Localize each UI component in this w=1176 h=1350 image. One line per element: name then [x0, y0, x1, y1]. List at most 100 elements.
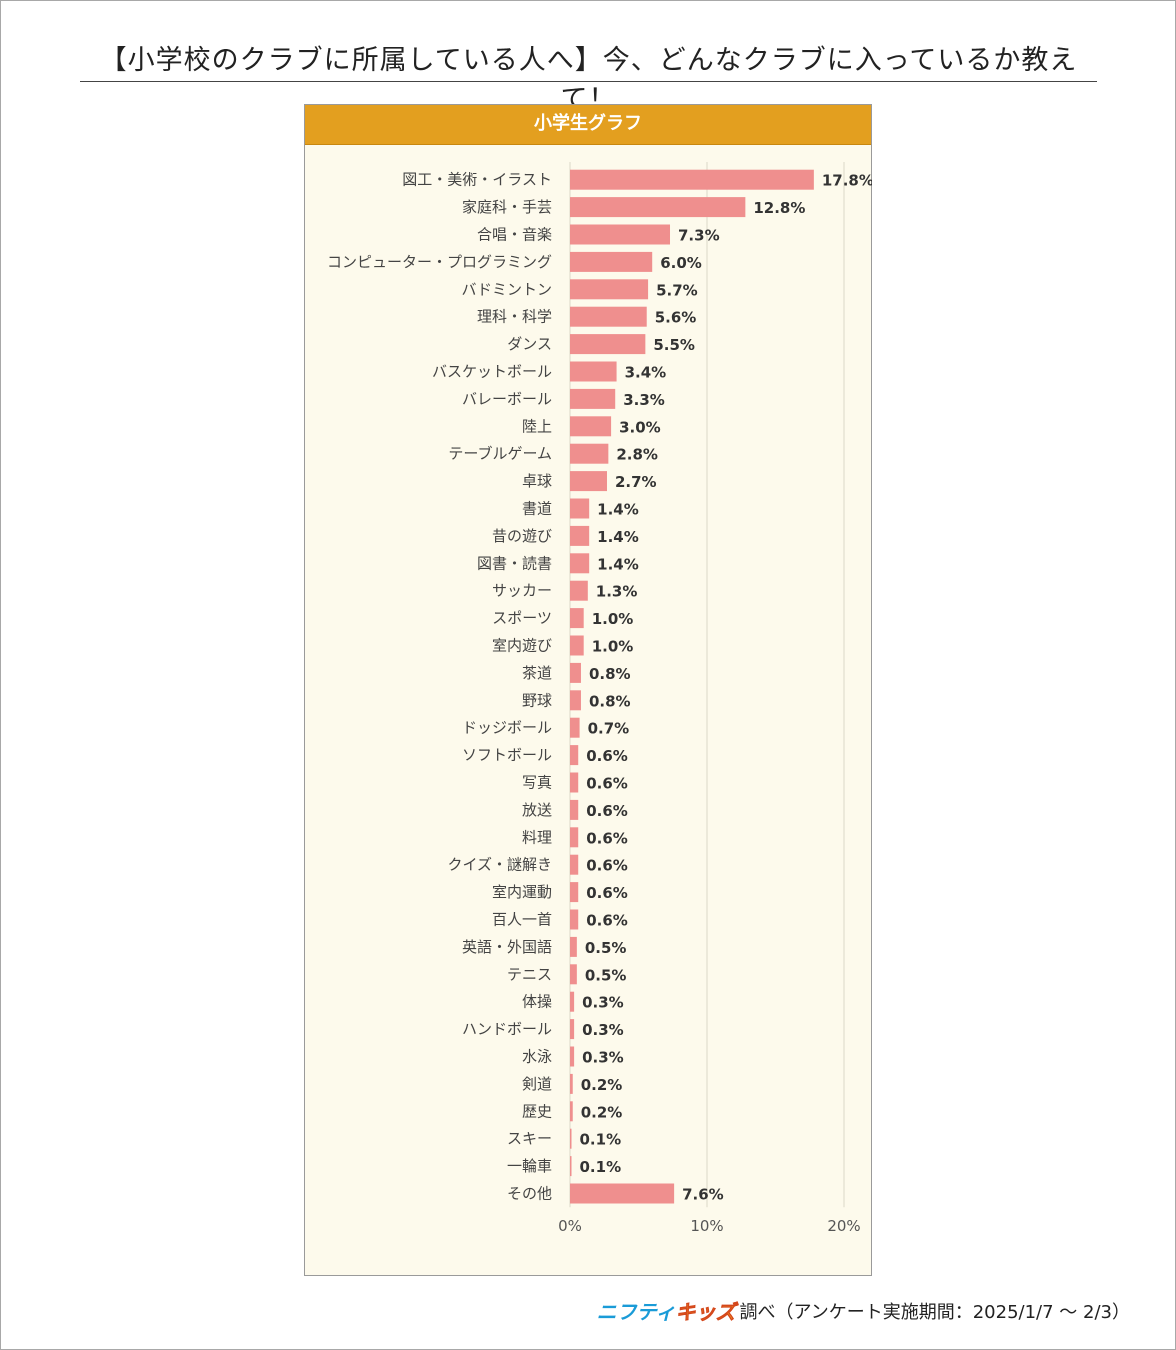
bar [570, 745, 579, 766]
category-label: バドミントン [462, 280, 552, 298]
data-label: 1.4% [597, 501, 639, 519]
data-label: 0.6% [586, 829, 628, 847]
bar [570, 662, 581, 683]
category-label: 体操 [522, 993, 552, 1011]
category-label: 歴史 [522, 1102, 552, 1120]
category-label: 図書・読書 [477, 554, 552, 572]
bar [570, 251, 653, 272]
bar-chart: 0% 10% 20% 図工・美術・イラスト 17.8% 家庭科・手芸 12.8% 合唱・音楽 7… [327, 162, 872, 1235]
bar [570, 772, 579, 793]
data-label: 0.6% [586, 775, 628, 793]
category-label: 陸上 [522, 417, 552, 435]
bar [570, 799, 579, 820]
data-label: 1.0% [592, 638, 634, 656]
category-label: 室内運動 [492, 883, 552, 901]
brand-name-part2: キッズ [675, 1300, 736, 1325]
bar [570, 388, 616, 409]
data-label: 1.4% [597, 528, 639, 546]
bar [570, 608, 584, 629]
category-label: ハンドボール [462, 1020, 552, 1038]
category-label: 一輪車 [507, 1157, 552, 1175]
category-label: 卓球 [522, 472, 552, 490]
bar [570, 1128, 572, 1149]
bar [570, 690, 581, 711]
bar [570, 197, 746, 218]
category-label: バレーボール [462, 390, 552, 408]
brand-name-part1: ニフティ [596, 1300, 676, 1324]
category-label: テーブルゲーム [448, 445, 552, 463]
data-label: 0.1% [580, 1131, 622, 1149]
data-label: 3.4% [625, 364, 667, 382]
data-label: 0.2% [581, 1103, 623, 1121]
category-label: 写真 [522, 774, 552, 792]
category-label: 剣道 [522, 1075, 552, 1093]
panel-title: 小学生グラフ [305, 105, 871, 145]
data-label: 7.3% [678, 227, 720, 245]
bar [570, 224, 671, 245]
bar [570, 635, 584, 656]
data-label: 0.3% [582, 1021, 624, 1039]
category-label: 茶道 [522, 664, 552, 682]
category-label: ドッジボール [462, 719, 552, 737]
data-label: 0.6% [586, 747, 628, 765]
category-label: 図工・美術・イラスト [402, 171, 552, 189]
survey-period-text: 調べ（アンケート実施期間：2025/1/7 ～ 2/3） [739, 1301, 1130, 1323]
bar [570, 443, 609, 464]
data-label: 1.0% [592, 610, 634, 628]
data-label: 2.8% [616, 446, 658, 464]
data-label: 0.5% [585, 966, 627, 984]
bar [570, 361, 617, 382]
category-label: 百人一首 [492, 911, 552, 929]
bar [570, 580, 588, 601]
bar [570, 1046, 575, 1067]
bar [570, 854, 579, 875]
bar [570, 525, 590, 546]
category-label: 室内遊び [492, 637, 552, 655]
bar [570, 909, 579, 930]
bar [570, 717, 580, 738]
x-tick-label: 10% [690, 1217, 723, 1235]
data-label: 6.0% [660, 254, 702, 272]
data-label: 0.3% [582, 1049, 624, 1067]
bar [570, 1183, 675, 1204]
data-label: 5.7% [656, 281, 698, 299]
data-label: 7.6% [682, 1186, 724, 1204]
data-label: 0.2% [581, 1076, 623, 1094]
data-label: 3.3% [623, 391, 665, 409]
data-label: 0.1% [580, 1158, 622, 1176]
bar [570, 279, 649, 300]
category-label: 家庭科・手芸 [462, 198, 552, 216]
bar [570, 471, 607, 492]
category-label: クイズ・謎解き [447, 856, 552, 874]
bar [570, 827, 579, 848]
data-label: 3.0% [619, 418, 661, 436]
data-label: 0.6% [586, 802, 628, 820]
data-label: 1.4% [597, 555, 639, 573]
bar [570, 553, 590, 574]
category-label: サッカー [492, 582, 552, 600]
category-label: バスケットボール [432, 363, 552, 381]
chart-panel: 小学生グラフ [304, 104, 872, 1276]
data-label: 12.8% [753, 199, 805, 217]
bar [570, 1156, 572, 1177]
category-label: テニス [507, 965, 552, 983]
bar [570, 882, 579, 903]
x-tick-label: 20% [827, 1217, 860, 1235]
data-label: 0.8% [589, 692, 631, 710]
bar [570, 306, 647, 327]
category-label: ダンス [507, 335, 552, 353]
bar [570, 498, 590, 519]
data-label: 0.6% [586, 912, 628, 930]
source-note: ニフティ キッズ 調べ（アンケート実施期間：2025/1/7 ～ 2/3） [597, 1296, 1130, 1325]
category-label: 野球 [522, 691, 552, 709]
x-tick-label: 0% [558, 1217, 582, 1235]
data-label: 2.7% [615, 473, 657, 491]
title-underline [80, 81, 1097, 82]
category-label: スキー [507, 1130, 552, 1148]
category-label: 書道 [522, 500, 552, 518]
bar [570, 936, 577, 957]
category-label: その他 [507, 1185, 552, 1203]
data-label: 0.3% [582, 994, 624, 1012]
bar [570, 416, 612, 437]
bar [570, 1019, 575, 1040]
